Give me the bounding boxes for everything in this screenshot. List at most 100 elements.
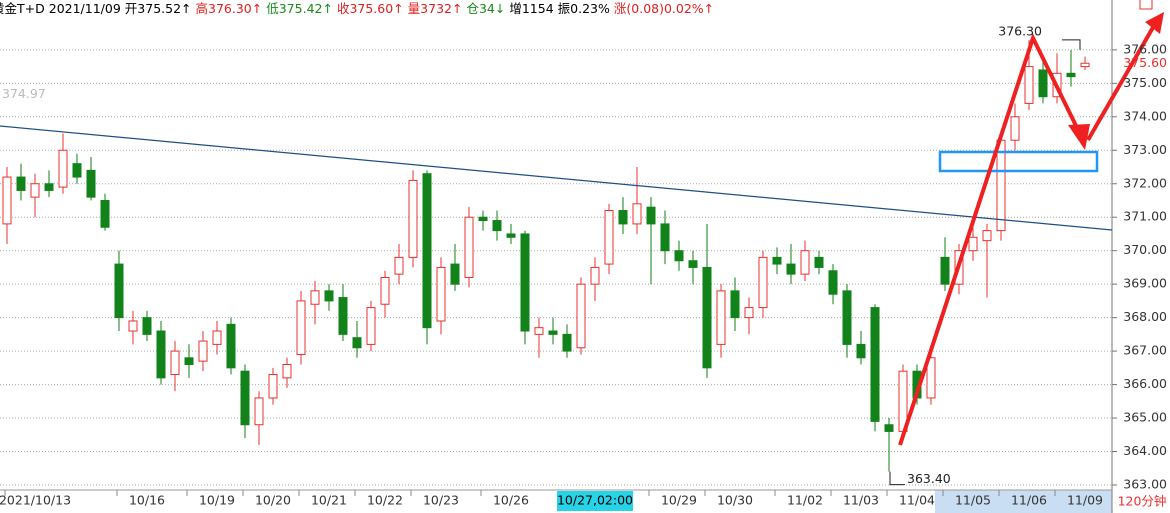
candle-body xyxy=(58,149,68,188)
header-item: 黄金T+D xyxy=(0,1,45,16)
y-tick-label: 366.00 xyxy=(1123,376,1167,391)
candle-body xyxy=(590,266,600,285)
candle-body xyxy=(1024,66,1034,104)
header-item: 仓34↓ xyxy=(466,1,506,16)
candle-body xyxy=(156,330,166,379)
candle-body xyxy=(86,169,96,198)
x-tick-label: 11/03 xyxy=(843,493,879,508)
candle-body xyxy=(562,333,572,352)
y-tick-label: 368.00 xyxy=(1123,309,1167,324)
candle-body xyxy=(324,290,334,302)
candles xyxy=(2,39,1090,472)
candle-body xyxy=(744,307,754,319)
candle-body xyxy=(100,199,110,228)
candle-body xyxy=(520,233,530,332)
x-tick-label: 10/21 xyxy=(311,493,347,508)
candle-body xyxy=(1010,116,1020,141)
header-item: 高376.30↑ xyxy=(195,1,263,16)
candle-body xyxy=(44,183,54,191)
header-item: 收375.60↑ xyxy=(336,1,404,16)
candle-body xyxy=(114,263,124,319)
y-tick-label: 363.00 xyxy=(1123,476,1167,491)
candle-body xyxy=(534,327,544,335)
candle-body xyxy=(212,330,222,345)
candle-body xyxy=(422,173,432,329)
y-tick-label: 372.00 xyxy=(1123,175,1167,190)
arrow-head xyxy=(1068,124,1090,150)
candle-body xyxy=(730,290,740,319)
annotation-label: 375.60 xyxy=(1123,55,1167,70)
candle-body xyxy=(660,223,670,252)
candle-body xyxy=(800,250,810,275)
candle-body xyxy=(352,337,362,349)
candle-body xyxy=(856,343,866,359)
candle-body xyxy=(128,320,138,332)
candle-body xyxy=(170,350,180,376)
candle-body xyxy=(254,397,264,426)
x-tick-label: 10/19 xyxy=(199,493,235,508)
header-item: 低375.42↑ xyxy=(266,1,333,16)
candle-body xyxy=(366,307,376,345)
candle-body xyxy=(842,290,852,345)
candle-body xyxy=(996,139,1006,232)
candle-body xyxy=(576,283,586,349)
candle-body xyxy=(674,250,684,262)
y-tick-label: 375.00 xyxy=(1123,75,1167,90)
candle-body xyxy=(240,370,250,426)
y-tick-label: 373.00 xyxy=(1123,142,1167,157)
x-tick-label: 10/30 xyxy=(717,493,753,508)
x-tick-label: 11/05 xyxy=(955,493,991,508)
candle-body xyxy=(716,290,726,345)
arrow-head xyxy=(1145,12,1164,34)
candle-body xyxy=(646,206,656,225)
trend-line xyxy=(0,125,1113,231)
candle-body xyxy=(618,210,628,225)
candle-body xyxy=(772,256,782,265)
y-tick-label: 370.00 xyxy=(1123,242,1167,257)
x-tick-label: 11/06 xyxy=(1011,493,1047,508)
candle-body xyxy=(982,230,992,242)
candle-body xyxy=(506,233,516,238)
candle-body xyxy=(548,330,558,335)
labels: 363.00 364.00 365.00 366.00 367.00 368.00 369.… xyxy=(0,23,1167,507)
x-tick-label: 10/16 xyxy=(129,493,165,508)
candle-body xyxy=(758,256,768,309)
candle-body xyxy=(786,263,796,275)
candle-body xyxy=(2,176,12,225)
candle-body xyxy=(310,290,320,305)
candle-body xyxy=(702,266,712,369)
candle-body xyxy=(814,256,824,268)
arrow-path xyxy=(1086,22,1157,142)
annotation-label: 374.97 xyxy=(2,86,46,101)
x-tick-label: 11/04 xyxy=(899,493,935,508)
corner-marker xyxy=(1139,0,1153,10)
annotation-leader xyxy=(889,471,905,486)
x-tick-label: 11/02 xyxy=(787,493,823,508)
grid xyxy=(0,49,1117,496)
candle-body xyxy=(478,216,488,222)
x-tick-label: 10/29 xyxy=(661,493,697,508)
candle-body xyxy=(198,340,208,362)
period-label: 120分钟 xyxy=(1118,494,1167,509)
candle-body xyxy=(870,307,880,422)
y-tick-label: 365.00 xyxy=(1123,410,1167,425)
candle-body xyxy=(828,270,838,295)
candle-body xyxy=(1066,72,1076,78)
header-item: 2021/11/09 xyxy=(48,1,121,16)
candle-body xyxy=(940,256,950,285)
y-tick-label: 364.00 xyxy=(1123,443,1167,458)
header-item: 开375.52↑ xyxy=(124,1,192,16)
candle-body xyxy=(1080,62,1090,68)
header-item: 增1154 xyxy=(509,1,554,16)
y-tick-label: 376.00 xyxy=(1123,41,1167,56)
candle-body xyxy=(464,216,474,278)
candle-body xyxy=(72,163,82,178)
arrows xyxy=(898,22,1157,446)
cursor-label: 10/27,02:00 xyxy=(557,493,633,508)
cursor-box xyxy=(557,491,633,511)
candle-body xyxy=(926,357,936,399)
candle-body xyxy=(688,260,698,268)
candle-body xyxy=(380,276,390,305)
candle-body xyxy=(436,266,446,322)
candle-body xyxy=(16,176,26,191)
